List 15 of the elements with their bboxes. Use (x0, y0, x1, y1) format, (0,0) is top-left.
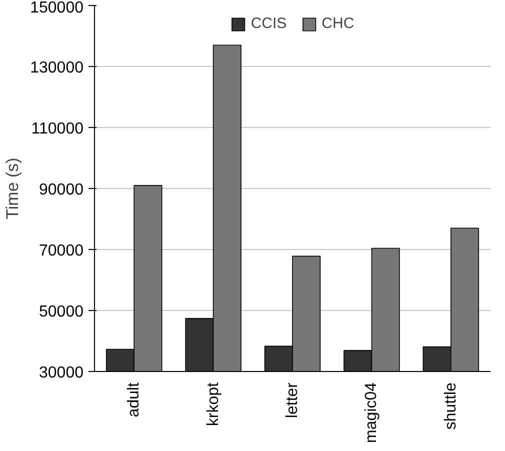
x-tick-label: adult (126, 382, 143, 418)
y-tick-label: 130000 (30, 60, 84, 76)
y-tick-label: 70000 (39, 242, 84, 260)
y-axis-title: Time (s) (3, 158, 22, 220)
x-tick-label: shuttle (442, 382, 460, 430)
y-tick-label: 90000 (39, 182, 84, 198)
y-tick-label: 150000 (30, 0, 84, 16)
y-tick-label: 30000 (39, 364, 84, 382)
x-tick-label: letter (284, 382, 301, 418)
legend-label: CCIS (250, 15, 287, 32)
legend-label: CHC (322, 15, 354, 32)
x-tick-label: magic04 (363, 382, 380, 443)
x-tick-label: krkopt (204, 382, 222, 426)
y-tick-label: 50000 (39, 304, 84, 320)
y-tick-label: 110000 (31, 120, 84, 138)
